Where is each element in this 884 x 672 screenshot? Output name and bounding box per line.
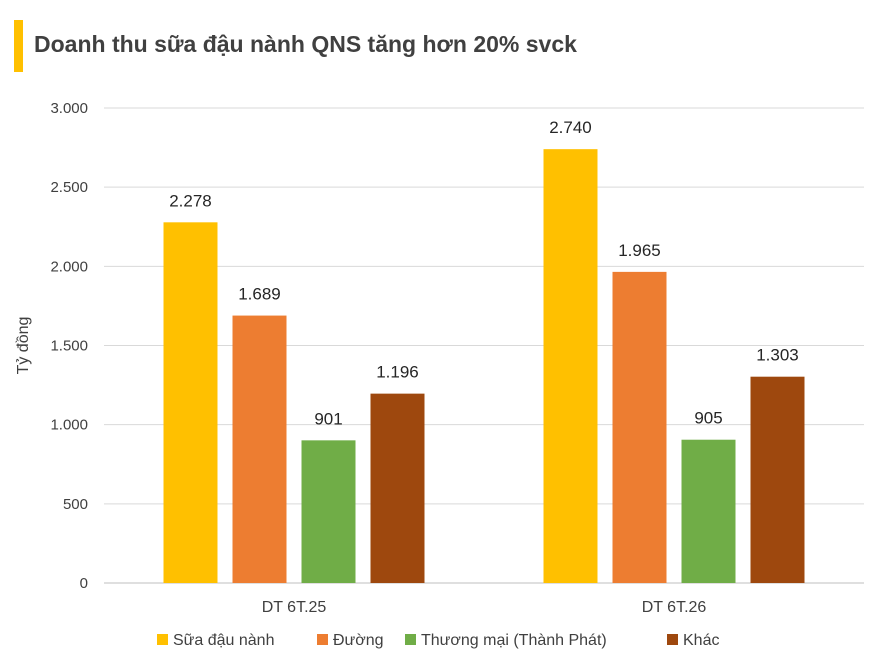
data-label: 1.689 (238, 285, 281, 304)
data-label: 1.196 (376, 363, 419, 382)
legend-swatch (157, 634, 168, 645)
y-tick-label: 500 (63, 496, 88, 513)
legend-entry: Thương mại (Thành Phát) (421, 632, 607, 649)
y-tick-label: 1.000 (50, 417, 88, 434)
bar (612, 271, 667, 583)
legend-entry: Đường (333, 632, 384, 649)
y-tick-label: 1.500 (50, 338, 88, 355)
y-axis-label: Tỷ đồng (15, 317, 32, 375)
data-label: 905 (694, 409, 722, 428)
bars (163, 149, 805, 584)
y-tick-label: 3.000 (50, 100, 88, 117)
bar (681, 439, 736, 583)
x-axis-categories: DT 6T.25 DT 6T.26 (262, 599, 707, 616)
gridlines (104, 107, 864, 584)
data-label: 1.965 (618, 241, 661, 260)
bar (301, 440, 356, 583)
y-axis-ticks: 0 500 1.000 1.500 2.000 2.500 3.000 (50, 100, 88, 592)
bar (750, 376, 805, 583)
y-tick-label: 2.000 (50, 258, 88, 275)
chart-title: Doanh thu sữa đậu nành QNS tăng hơn 20% … (34, 31, 577, 57)
y-tick-label: 2.500 (50, 179, 88, 196)
data-label: 1.303 (756, 346, 799, 365)
title-accent-bar (14, 20, 23, 72)
data-labels: 2.278 1.689 901 1.196 2.740 1.965 905 1.303 (169, 118, 799, 428)
bar (543, 149, 598, 583)
category-label: DT 6T.25 (262, 599, 327, 616)
data-label: 2.278 (169, 191, 212, 210)
category-label: DT 6T.26 (642, 599, 707, 616)
legend-entry: Sữa đậu nành (173, 632, 274, 649)
legend-swatch (317, 634, 328, 645)
data-label: 901 (314, 409, 342, 428)
legend: Sữa đậu nành Đường Thương mại (Thành Phát)… (157, 632, 719, 649)
bar (232, 315, 287, 583)
legend-entry: Khác (683, 632, 719, 649)
y-tick-label: 0 (80, 575, 88, 592)
legend-swatch (405, 634, 416, 645)
data-label: 2.740 (549, 118, 592, 137)
bar (163, 222, 218, 584)
bar (370, 393, 425, 583)
legend-swatch (667, 634, 678, 645)
